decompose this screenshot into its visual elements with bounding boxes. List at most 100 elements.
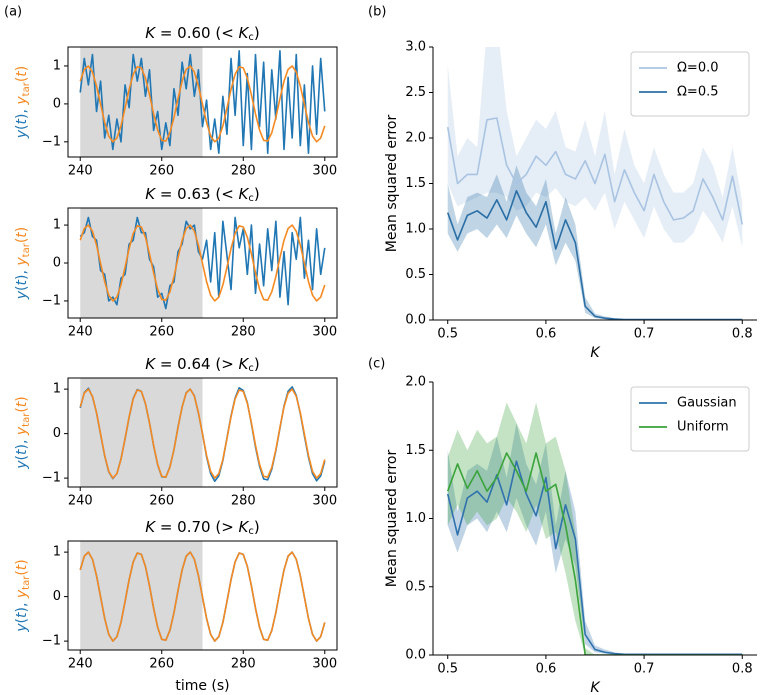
y-axis-label: y(t), ytar(t) bbox=[14, 227, 32, 301]
x-tick-label: 0.6 bbox=[536, 327, 557, 342]
text-part: = 0.60 (< bbox=[155, 24, 238, 42]
y-tick-label: 0.5 bbox=[405, 579, 426, 594]
text-part: t bbox=[14, 401, 30, 407]
series-line bbox=[79, 224, 326, 302]
text-part: t bbox=[14, 612, 30, 618]
text-part: ) bbox=[14, 227, 30, 232]
text-part: K bbox=[239, 355, 250, 373]
text-part: ), bbox=[14, 105, 30, 119]
text-part: K bbox=[145, 355, 156, 373]
text-part: c bbox=[248, 526, 254, 537]
text-part: ( bbox=[14, 407, 30, 412]
error-band bbox=[447, 165, 743, 320]
x-tick-label: 240 bbox=[68, 494, 93, 509]
x-tick-label: 240 bbox=[68, 325, 93, 340]
y-tick-label: 2.0 bbox=[405, 131, 426, 146]
y-tick-label: −1 bbox=[42, 471, 61, 486]
text-part: ), bbox=[14, 598, 30, 612]
axes-frame bbox=[67, 46, 338, 158]
x-tick-label: 280 bbox=[231, 325, 256, 340]
text-part: t bbox=[14, 71, 30, 77]
x-tick-label: 0.5 bbox=[437, 327, 458, 342]
panel-label: (a) bbox=[4, 5, 22, 20]
legend-label: Ω=0.0 bbox=[677, 61, 719, 76]
y-tick-label: 2.5 bbox=[405, 85, 426, 100]
plot-area bbox=[79, 47, 326, 157]
y-tick-label: 0.0 bbox=[405, 648, 426, 663]
x-tick-label: 280 bbox=[231, 494, 256, 509]
text-part: y bbox=[14, 290, 30, 300]
x-tick-label: 0.6 bbox=[536, 662, 557, 677]
text-part: ), bbox=[14, 435, 30, 449]
text-part: ( bbox=[14, 618, 30, 623]
chart-title: K = 0.60 (< Kc) bbox=[145, 24, 260, 44]
y-tick-label: 0.5 bbox=[405, 267, 426, 282]
text-part: c bbox=[248, 363, 254, 374]
text-part: = 0.64 (> bbox=[155, 355, 238, 373]
text-part: K bbox=[145, 185, 156, 203]
y-tick-label: 0 bbox=[53, 426, 61, 441]
text-part: t bbox=[14, 564, 30, 570]
y-tick-label: 3.0 bbox=[405, 40, 426, 55]
x-tick-label: 280 bbox=[231, 657, 256, 672]
text-part: t bbox=[14, 119, 30, 125]
text-part: y bbox=[14, 129, 30, 139]
text-part: ) bbox=[14, 396, 30, 401]
text-part: ), bbox=[14, 266, 30, 280]
series-line bbox=[446, 460, 743, 655]
text-part: y bbox=[14, 426, 30, 436]
y-tick-label: 1.0 bbox=[405, 222, 426, 237]
text-part: ) bbox=[254, 355, 260, 373]
text-part: = 0.70 (> bbox=[155, 518, 238, 536]
text-part: ( bbox=[14, 77, 30, 82]
x-tick-label: 0.5 bbox=[437, 662, 458, 677]
x-tick-label: 260 bbox=[149, 494, 174, 509]
y-tick-label: 0.0 bbox=[405, 313, 426, 328]
error-band bbox=[447, 402, 743, 655]
text-part: c bbox=[248, 193, 254, 204]
text-part: K bbox=[239, 185, 250, 203]
text-part: ( bbox=[14, 238, 30, 243]
text-part: K bbox=[145, 24, 156, 42]
series-line bbox=[79, 551, 326, 642]
y-axis-label: Mean squared error bbox=[384, 450, 400, 588]
text-part: y bbox=[14, 96, 30, 106]
y-axis-label: y(t), ytar(t) bbox=[14, 396, 32, 470]
y-tick-label: 2.0 bbox=[405, 375, 426, 390]
x-tick-label: 0.8 bbox=[732, 662, 753, 677]
x-tick-label: 0.7 bbox=[634, 662, 655, 677]
y-tick-label: 0 bbox=[53, 256, 61, 271]
text-part: t bbox=[14, 449, 30, 455]
y-tick-label: 1 bbox=[53, 218, 61, 233]
text-part: ) bbox=[254, 185, 260, 203]
text-part: t bbox=[14, 232, 30, 238]
x-tick-label: 260 bbox=[149, 325, 174, 340]
chart-title: K = 0.63 (< Kc) bbox=[145, 185, 260, 205]
axes-frame bbox=[67, 540, 338, 651]
x-tick-label: 260 bbox=[149, 164, 174, 179]
text-part: K bbox=[239, 518, 250, 536]
text-part: tar bbox=[21, 575, 32, 590]
axes-frame bbox=[67, 377, 338, 488]
y-axis-label: Mean squared error bbox=[384, 115, 400, 253]
text-part: tar bbox=[21, 242, 32, 257]
x-tick-label: 240 bbox=[68, 657, 93, 672]
text-part: t bbox=[14, 280, 30, 286]
error-band bbox=[447, 47, 743, 248]
text-part: tar bbox=[21, 81, 32, 96]
y-tick-label: 1 bbox=[53, 58, 61, 73]
text-part: ) bbox=[254, 24, 260, 42]
legend-label: Uniform bbox=[677, 420, 729, 435]
y-tick-label: 1 bbox=[53, 545, 61, 560]
y-axis-label: y(t), ytar(t) bbox=[14, 559, 32, 633]
panel-label: (c) bbox=[368, 357, 385, 372]
training-region bbox=[80, 378, 203, 487]
text-part: ( bbox=[14, 125, 30, 130]
x-tick-label: 0.8 bbox=[732, 327, 753, 342]
plot-area bbox=[79, 541, 326, 650]
text-part: = 0.63 (< bbox=[155, 185, 238, 203]
x-axis-label: K bbox=[590, 345, 601, 361]
series-line bbox=[446, 117, 744, 225]
training-region bbox=[80, 541, 203, 650]
